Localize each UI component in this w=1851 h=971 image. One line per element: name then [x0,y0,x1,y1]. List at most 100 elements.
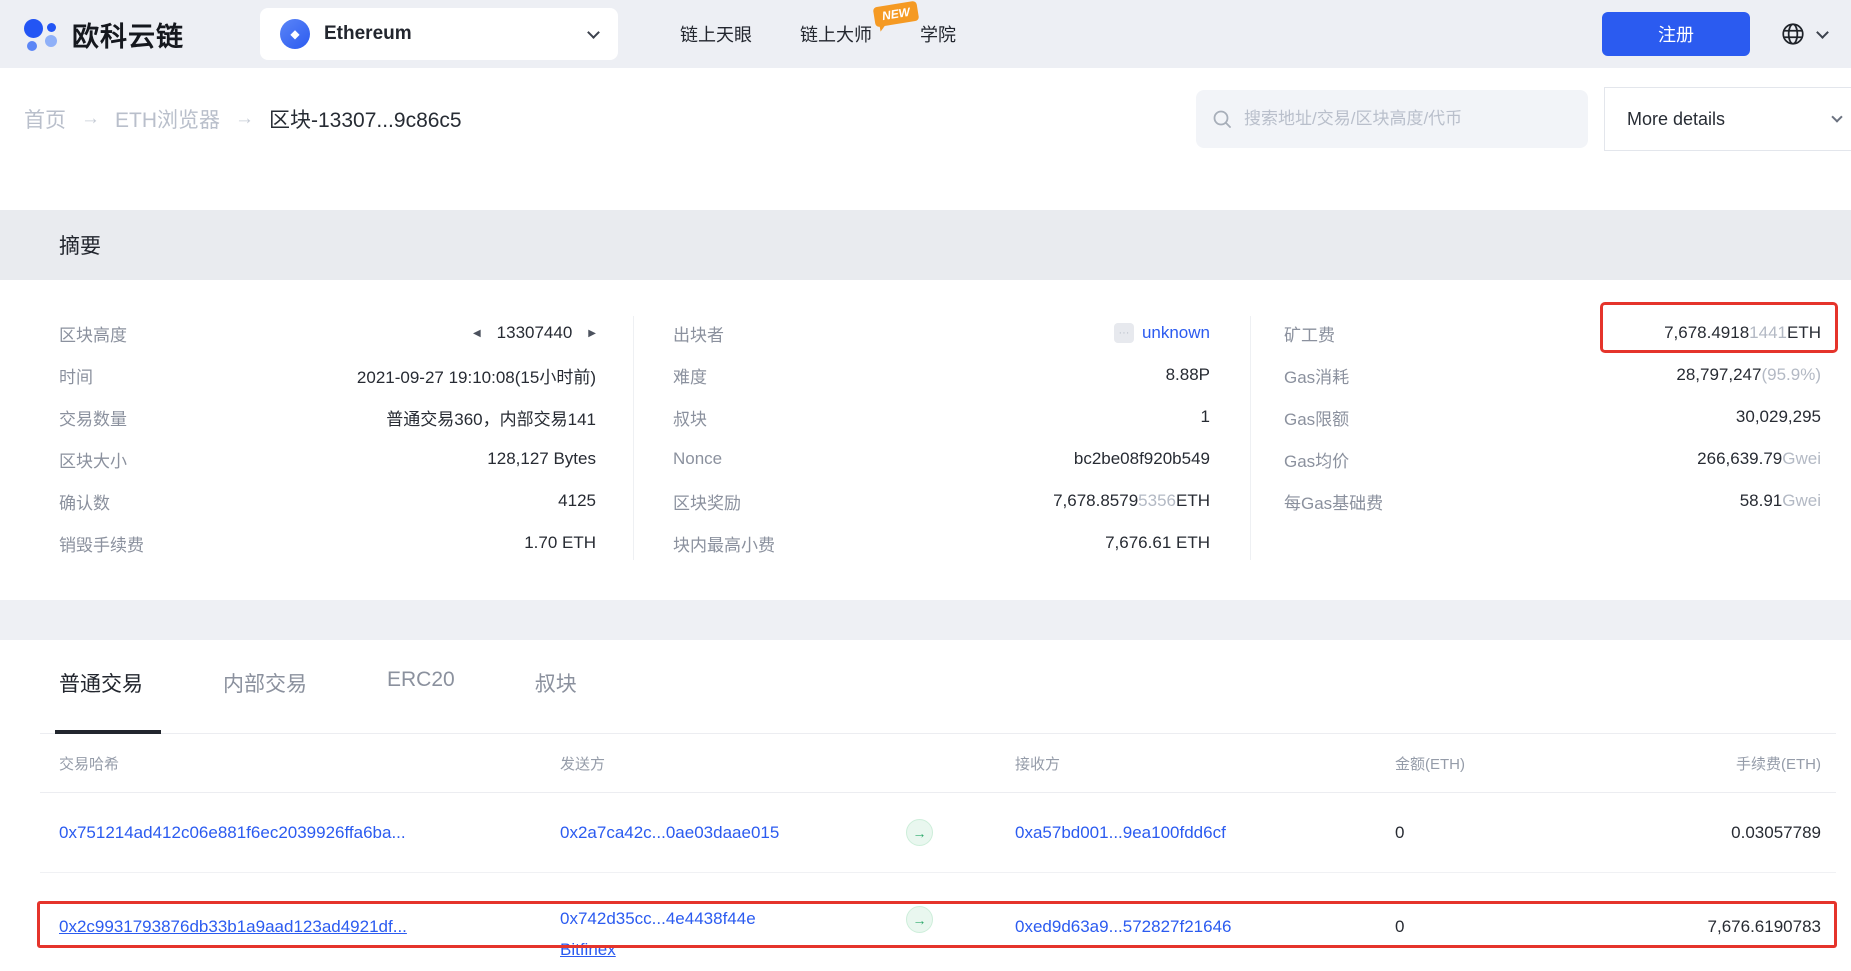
direction-cell: → [900,819,1015,846]
row-value: 1 [1200,407,1210,426]
to-address-link[interactable]: 0xed9d63a9...572827f21646 [1015,917,1232,936]
row-value: 128,127 Bytes [487,449,596,468]
summary-col-3: 矿工费 7,678.4918 1441 ETH Gas消耗 28,797,247(… [1284,302,1838,564]
more-details-dropdown[interactable]: More details [1604,87,1851,151]
ethereum-icon: ◆ [280,19,310,49]
search-icon [1213,110,1231,128]
from-address-link[interactable]: 0x2a7ca42c...0ae03daae015 [560,822,780,842]
row-value: 30,029,295 [1735,407,1821,426]
arrow-right-icon: → [81,108,100,129]
row-label: 区块高度 [59,325,127,345]
oklink-logo[interactable]: 欧科云链 [24,15,184,54]
prev-block-icon[interactable]: ◀ [472,327,481,339]
summary-row-uncles: 叔块 1 [673,396,1210,438]
summary-row-max-tip: 块内最高小费 7,676.61 ETH [673,522,1210,564]
breadcrumb-row: 首页 → ETH浏览器 → 区块-13307...9c86c5 More det… [0,68,1851,170]
tab-internal-transactions[interactable]: 内部交易 [223,673,307,696]
chevron-down-icon [1831,111,1843,123]
from-cell: 0x742d35cc...4e4438f44e Bitfinex [560,873,900,965]
next-block-icon[interactable]: ▶ [588,327,596,339]
breadcrumb-eth-explorer[interactable]: ETH浏览器 [115,109,220,132]
search-box[interactable] [1196,90,1588,148]
row-label: 区块奖励 [673,493,741,513]
nav-item-chaintianyan[interactable]: 链上天眼 [680,25,752,45]
transactions-tabs: 普通交易 内部交易 ERC20 叔块 [40,640,1836,734]
tab-erc20[interactable]: ERC20 [387,668,455,691]
row-value: 7,678.8579 5356 ETH [1053,491,1210,510]
row-label: 每Gas基础费 [1284,493,1384,513]
miner-avatar-icon: ··· [1113,323,1134,343]
arrow-right-icon: → [906,819,933,846]
search-input[interactable] [1244,109,1572,129]
row-label: Gas消耗 [1284,367,1350,387]
summary-row-block-reward: 区块奖励 7,678.8579 5356 ETH [673,480,1210,522]
row-label: Gas均价 [1284,451,1350,471]
top-nav-links: 链上天眼 链上大师 NEW 学院 [680,0,956,47]
row-value: 28,797,247 (95.9%) [1676,365,1821,384]
summary-row-block-height: 区块高度 ◀ 13307440 ▶ [59,312,596,354]
arrow-right-icon: → [235,108,254,129]
breadcrumb-current-block: 区块-13307...9c86c5 [269,109,462,132]
summary-row-gas-used: Gas消耗 28,797,247 (95.9%) [1284,354,1821,396]
divider [633,316,634,560]
row-label: 块内最高小费 [673,535,775,555]
row-value: 58.91 Gwei [1739,491,1821,510]
tx-hash-link[interactable]: 0x2c9931793876db33b1a9aad123ad4921df... [59,917,407,936]
nav-item-label: 链上大师 [800,25,872,45]
chain-selector-label: Ethereum [324,23,412,44]
tab-normal-transactions[interactable]: 普通交易 [55,640,161,734]
row-label: Gas限额 [1284,409,1350,429]
breadcrumb: 首页 → ETH浏览器 → 区块-13307...9c86c5 [24,104,462,134]
from-address-tag[interactable]: Bitfinex [560,940,616,959]
row-label: 区块大小 [59,451,127,471]
summary-row-miner-fee: 矿工费 7,678.4918 1441 ETH [1284,302,1838,354]
summary-header: 摘要 [0,210,1851,280]
summary-row-miner: 出块者 ··· unknown [673,312,1210,354]
fee-value: 7,676.6190783 [1707,917,1821,936]
oklink-logo-icon [24,16,60,52]
register-button[interactable]: 注册 [1602,12,1750,56]
chain-selector[interactable]: ◆ Ethereum [260,8,618,60]
summary-row-burnt-fee: 销毁手续费 1.70 ETH [59,522,596,564]
chevron-down-icon [587,25,600,39]
row-value: 普通交易360，内部交易141 [386,409,596,429]
from-address-link[interactable]: 0x742d35cc...4e4438f44e [560,909,756,928]
chevron-down-icon [1816,25,1829,39]
row-label: 难度 [673,367,707,387]
summary-body: 区块高度 ◀ 13307440 ▶ 时间 2021-09-27 19:10:08… [0,280,1851,600]
row-value: 8.88P [1165,365,1210,384]
row-label: 销毁手续费 [59,535,144,555]
row-label: 交易数量 [59,409,127,429]
row-label: 出块者 [673,325,724,345]
summary-row-block-size: 区块大小 128,127 Bytes [59,438,596,480]
row-label: Nonce [673,449,723,468]
row-value: bc2be08f920b549 [1073,449,1210,468]
summary-row-nonce: Nonce bc2be08f920b549 [673,438,1210,480]
miner-link[interactable]: unknown [1141,323,1210,342]
row-label: 叔块 [673,409,707,429]
row-value: 266,639.79 Gwei [1697,449,1821,468]
col-header-amount: 金额(ETH) [1395,755,1465,773]
col-header-tx-hash: 交易哈希 [59,755,120,773]
amount-value: 0 [1395,822,1405,842]
tx-hash-link[interactable]: 0x751214ad412c06e881f6ec2039926ffa6ba... [59,822,406,842]
language-selector[interactable] [1780,21,1829,47]
summary-row-difficulty: 难度 8.88P [673,354,1210,396]
row-label: 确认数 [59,493,110,513]
to-address-link[interactable]: 0xa57bd001...9ea100fdd6cf [1015,822,1226,842]
summary-row-avg-gas-price: Gas均价 266,639.79 Gwei [1284,438,1821,480]
nav-item-academy[interactable]: 学院 [920,25,956,45]
breadcrumb-home[interactable]: 首页 [24,109,66,132]
logo-text: 欧科云链 [72,21,184,52]
tab-uncles[interactable]: 叔块 [534,673,577,696]
transactions-card: 普通交易 内部交易 ERC20 叔块 交易哈希 发送方 接收方 金额(ETH) … [0,640,1851,971]
more-details-label: More details [1627,108,1726,129]
row-value: 7,676.61 ETH [1105,533,1210,552]
col-header-to: 接收方 [1015,755,1061,773]
fee-value: 0.03057789 [1731,822,1821,842]
summary-row-time: 时间 2021-09-27 19:10:08(15小时前) [59,354,596,396]
nav-item-chaindashi[interactable]: 链上大师 NEW [800,0,920,47]
amount-value: 0 [1395,917,1405,936]
globe-icon [1782,23,1804,45]
block-height-value: 13307440 [496,323,573,342]
